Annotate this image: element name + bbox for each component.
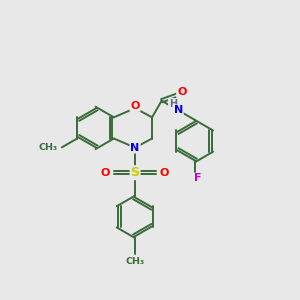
Text: O: O <box>160 168 169 178</box>
Text: O: O <box>177 87 186 97</box>
Text: O: O <box>130 101 140 111</box>
Text: N: N <box>130 142 140 153</box>
Text: CH₃: CH₃ <box>38 143 58 152</box>
Text: F: F <box>194 173 202 184</box>
Text: S: S <box>130 166 140 179</box>
Text: CH₃: CH₃ <box>125 257 145 266</box>
Text: N: N <box>174 105 183 115</box>
Text: O: O <box>101 168 110 178</box>
Text: H: H <box>169 99 177 109</box>
